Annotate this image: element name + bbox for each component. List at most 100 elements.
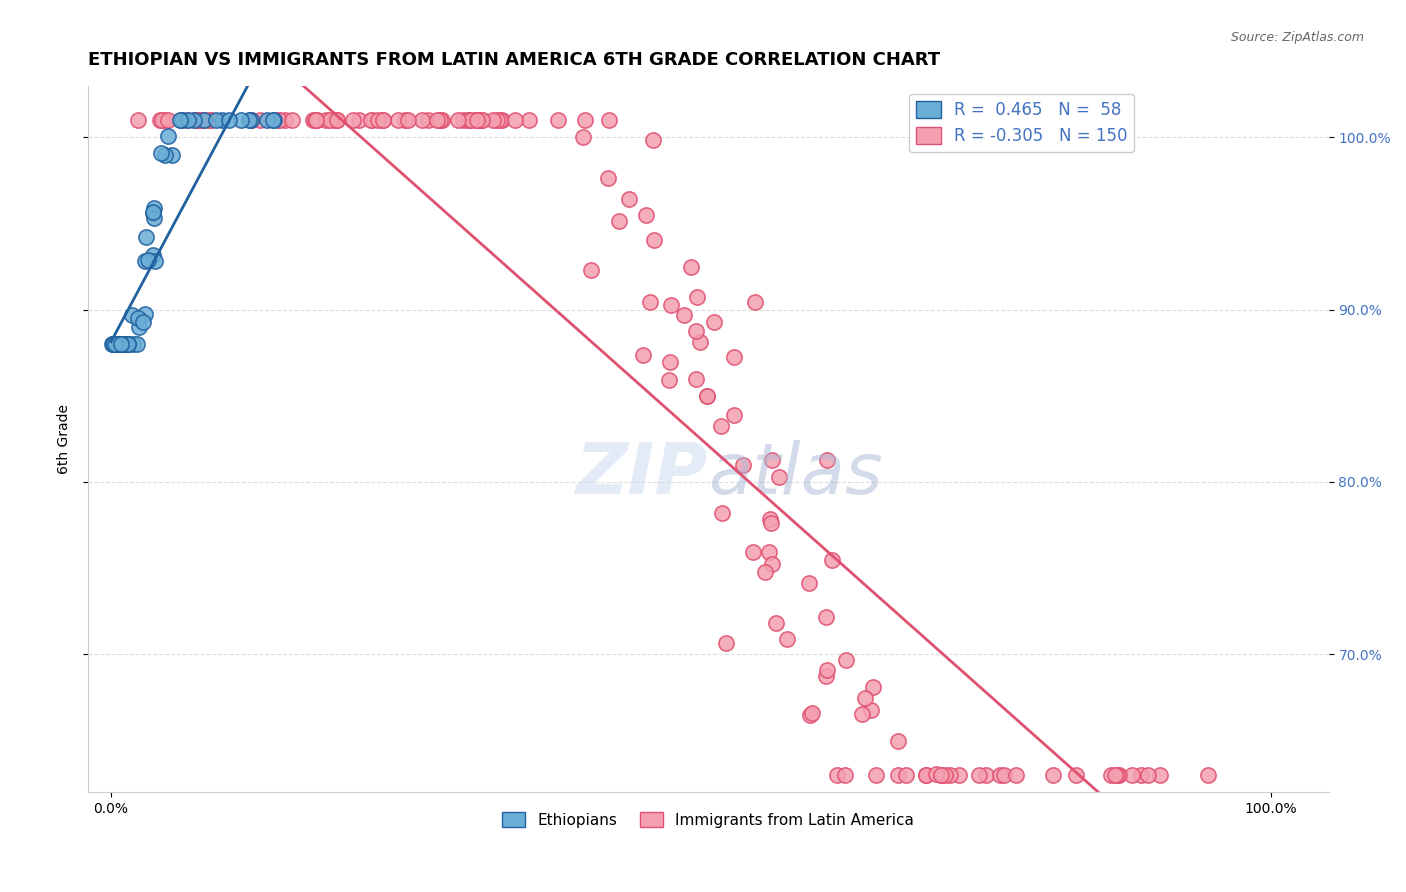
Point bbox=[305, 113, 328, 128]
Point bbox=[132, 314, 155, 328]
Point bbox=[1108, 768, 1130, 782]
Point bbox=[685, 372, 707, 386]
Text: ETHIOPIAN VS IMMIGRANTS FROM LATIN AMERICA 6TH GRADE CORRELATION CHART: ETHIOPIAN VS IMMIGRANTS FROM LATIN AMERI… bbox=[87, 51, 941, 69]
Point bbox=[142, 248, 165, 262]
Point bbox=[110, 337, 132, 351]
Point bbox=[127, 310, 149, 325]
Point bbox=[859, 703, 882, 717]
Point bbox=[103, 337, 125, 351]
Point bbox=[193, 113, 215, 128]
Point bbox=[149, 113, 172, 128]
Point bbox=[761, 558, 783, 572]
Point bbox=[761, 453, 783, 467]
Point bbox=[108, 337, 131, 351]
Point bbox=[948, 768, 970, 782]
Text: Source: ZipAtlas.com: Source: ZipAtlas.com bbox=[1230, 31, 1364, 45]
Point bbox=[929, 768, 952, 782]
Point bbox=[127, 113, 149, 128]
Point bbox=[239, 113, 262, 128]
Point bbox=[186, 113, 208, 128]
Point bbox=[638, 295, 661, 310]
Point bbox=[759, 516, 782, 530]
Point bbox=[800, 706, 823, 721]
Point bbox=[1149, 768, 1171, 782]
Point bbox=[598, 113, 620, 128]
Point bbox=[915, 768, 938, 782]
Point bbox=[121, 337, 143, 351]
Point bbox=[342, 113, 364, 128]
Point bbox=[218, 113, 240, 128]
Point bbox=[249, 113, 271, 128]
Point bbox=[200, 113, 222, 128]
Point bbox=[150, 113, 173, 128]
Point bbox=[855, 690, 877, 705]
Legend: Ethiopians, Immigrants from Latin America: Ethiopians, Immigrants from Latin Americ… bbox=[496, 805, 921, 834]
Point bbox=[191, 113, 214, 128]
Point bbox=[643, 133, 665, 147]
Point bbox=[851, 707, 873, 722]
Point bbox=[993, 768, 1015, 782]
Point bbox=[967, 768, 990, 782]
Point bbox=[686, 290, 709, 304]
Point bbox=[302, 113, 325, 128]
Point bbox=[200, 113, 222, 128]
Point bbox=[103, 337, 125, 351]
Point bbox=[117, 337, 139, 351]
Point bbox=[886, 768, 908, 782]
Point bbox=[825, 768, 848, 782]
Point bbox=[373, 113, 395, 128]
Point bbox=[157, 129, 180, 144]
Point bbox=[115, 337, 138, 351]
Point bbox=[176, 113, 198, 128]
Point bbox=[170, 113, 193, 128]
Point bbox=[714, 636, 737, 650]
Point bbox=[143, 253, 166, 268]
Point bbox=[142, 205, 165, 219]
Point bbox=[503, 113, 526, 128]
Point bbox=[710, 419, 733, 434]
Point bbox=[110, 337, 132, 351]
Point bbox=[731, 458, 754, 472]
Point bbox=[101, 337, 124, 351]
Point bbox=[430, 113, 453, 128]
Point bbox=[988, 768, 1011, 782]
Point bbox=[373, 113, 395, 128]
Point bbox=[134, 307, 156, 321]
Point bbox=[204, 113, 226, 128]
Point bbox=[489, 113, 512, 128]
Point bbox=[723, 409, 745, 423]
Point bbox=[136, 252, 159, 267]
Point bbox=[184, 113, 207, 128]
Point bbox=[929, 768, 952, 782]
Point bbox=[281, 113, 304, 128]
Point bbox=[814, 669, 837, 683]
Point bbox=[467, 113, 489, 128]
Point bbox=[1197, 768, 1219, 782]
Point bbox=[267, 113, 290, 128]
Point bbox=[741, 545, 763, 559]
Point bbox=[835, 653, 858, 667]
Point bbox=[101, 337, 124, 351]
Point bbox=[886, 733, 908, 747]
Point bbox=[617, 193, 640, 207]
Point bbox=[325, 113, 347, 128]
Point bbox=[307, 113, 329, 128]
Point bbox=[323, 113, 346, 128]
Point bbox=[169, 113, 191, 128]
Point bbox=[574, 113, 596, 128]
Point bbox=[915, 768, 938, 782]
Point bbox=[468, 113, 491, 128]
Point bbox=[491, 113, 513, 128]
Point bbox=[465, 113, 488, 128]
Text: ZIP: ZIP bbox=[576, 440, 709, 508]
Point bbox=[596, 170, 619, 185]
Point bbox=[1107, 768, 1129, 782]
Point bbox=[465, 113, 488, 128]
Point bbox=[744, 295, 766, 310]
Point bbox=[315, 113, 337, 128]
Point bbox=[924, 767, 946, 781]
Point bbox=[128, 319, 150, 334]
Point bbox=[211, 113, 233, 128]
Point bbox=[319, 113, 342, 128]
Point bbox=[121, 309, 143, 323]
